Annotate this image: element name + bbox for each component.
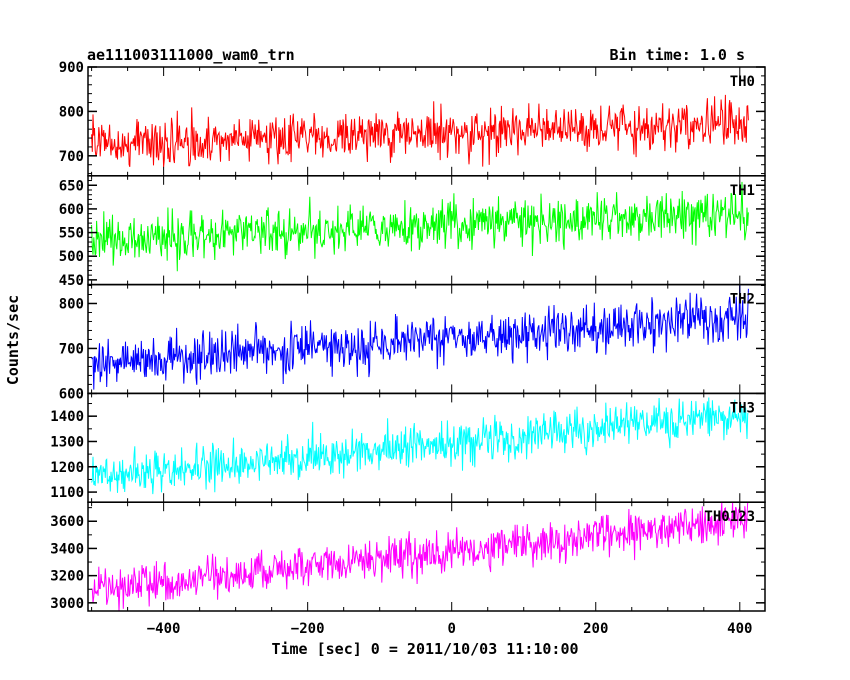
x-tick-label: 200 [583, 621, 608, 637]
panel-frame-th2 [87, 283, 766, 395]
bin-time-label: Bin time: 1.0 s [610, 46, 745, 64]
panel-label-th0123: TH0123 [704, 509, 755, 525]
panel-label-th3: TH3 [730, 400, 755, 416]
panel-label-th1: TH1 [730, 183, 755, 199]
series-line-th2 [91, 284, 749, 390]
y-tick-label-th3: 1100 [50, 485, 84, 501]
x-tick-label: 400 [727, 621, 752, 637]
y-tick-label-th3: 1300 [50, 434, 84, 450]
y-tick-label-th2: 700 [59, 341, 84, 357]
x-tick-label: −400 [147, 621, 181, 637]
series-line-th0 [91, 94, 749, 168]
series-line-th0123 [91, 502, 749, 612]
y-tick-label-th2: 600 [59, 386, 84, 402]
y-tick-label-th0123: 3200 [50, 569, 84, 585]
y-tick-label-th0: 700 [59, 149, 84, 165]
y-tick-label-th1: 600 [59, 202, 84, 218]
y-tick-label-th1: 550 [59, 226, 84, 242]
series-line-th1 [91, 181, 749, 272]
y-tick-label-th1: 500 [59, 249, 84, 265]
y-axis-label: Counts/sec [4, 295, 22, 385]
x-tick-label: 0 [447, 621, 455, 637]
y-tick-label-th2: 800 [59, 296, 84, 312]
y-tick-label-th1: 450 [59, 273, 84, 289]
y-tick-label-th0: 900 [59, 60, 84, 76]
panel-frame-th3 [87, 392, 766, 503]
panel-label-th0: TH0 [730, 74, 755, 90]
chart-title: ae111003111000_wam0_trn [87, 46, 295, 64]
x-axis-label: Time [sec] 0 = 2011/10/03 11:10:00 [271, 640, 578, 658]
panel-label-th2: TH2 [730, 292, 755, 308]
y-tick-label-th0123: 3000 [50, 596, 84, 612]
series-line-th3 [91, 397, 749, 495]
y-tick-label-th1: 650 [59, 178, 84, 194]
panel-frame-th0123 [87, 501, 766, 612]
y-tick-label-th0: 800 [59, 104, 84, 120]
panels-group: 700 800 900 TH0 450 500 550 600 650 TH1 600 700 800 T… [50, 60, 766, 637]
y-tick-label-th3: 1400 [50, 409, 84, 425]
y-tick-label-th0123: 3400 [50, 541, 84, 557]
x-tick-label: −200 [291, 621, 325, 637]
y-tick-label-th0123: 3600 [50, 514, 84, 530]
y-tick-label-th3: 1200 [50, 460, 84, 476]
